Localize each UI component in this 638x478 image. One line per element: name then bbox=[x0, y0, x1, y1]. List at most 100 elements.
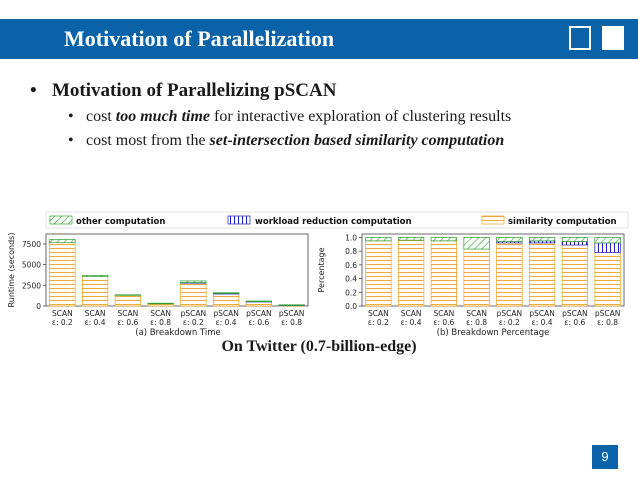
sub-bullet-1: • cost too much time for interactive expl… bbox=[68, 108, 511, 126]
y-tick-label: 0.6 bbox=[345, 261, 357, 270]
x-tick-label: SCAN bbox=[118, 309, 139, 318]
legend-label-similarity: similarity computation bbox=[508, 217, 617, 227]
x-tick-sublabel: ε: 0.2 bbox=[52, 318, 73, 327]
x-tick-label: SCAN bbox=[150, 309, 171, 318]
x-tick-label: pSCAN bbox=[595, 309, 621, 318]
bar-segment-other bbox=[49, 239, 76, 244]
y-tick-label: 0.2 bbox=[345, 288, 357, 297]
bar-segment-other bbox=[245, 300, 272, 302]
chart-legend: other computation workload reduction com… bbox=[45, 211, 629, 229]
bar-segment-similarity bbox=[180, 282, 207, 307]
bar-segment-other bbox=[398, 237, 425, 241]
x-tick-label: pSCAN bbox=[497, 309, 523, 318]
decorative-square-outline bbox=[569, 26, 591, 50]
panel-caption: (b) Breakdown Percentage bbox=[437, 328, 550, 338]
plot-frame bbox=[45, 233, 309, 307]
x-tick-label: SCAN bbox=[368, 309, 389, 318]
bar-segment-other bbox=[561, 237, 588, 242]
bar-segment-other bbox=[180, 280, 207, 283]
y-tick-label: 0 bbox=[36, 302, 41, 311]
sub-bullet-1-pre: cost bbox=[86, 108, 116, 125]
x-tick-sublabel: ε: 0.8 bbox=[281, 318, 302, 327]
x-tick-label: SCAN bbox=[401, 309, 422, 318]
breakdown-chart: other computation workload reduction com… bbox=[7, 211, 629, 338]
y-tick-label: 0.4 bbox=[345, 275, 357, 284]
bar-segment-other bbox=[430, 237, 457, 242]
x-tick-sublabel: ε: 0.2 bbox=[499, 318, 520, 327]
legend-label-workload: workload reduction computation bbox=[255, 217, 412, 227]
bullet-main: • Motivation of Parallelizing pSCAN bbox=[30, 80, 336, 102]
chart-caption: On Twitter (0.7-billion-edge) bbox=[221, 338, 417, 355]
page-number: 9 bbox=[592, 445, 618, 469]
x-tick-label: pSCAN bbox=[181, 309, 207, 318]
bar-segment-other bbox=[594, 237, 621, 244]
bar-segment-other bbox=[496, 237, 523, 242]
bar-segment-other bbox=[147, 302, 174, 305]
bar-segment-workload bbox=[561, 241, 588, 246]
bar-segment-other bbox=[365, 237, 392, 242]
bullet-dot-icon: • bbox=[30, 80, 37, 101]
x-tick-label: pSCAN bbox=[213, 309, 239, 318]
x-tick-label: SCAN bbox=[52, 309, 73, 318]
x-tick-label: SCAN bbox=[434, 309, 455, 318]
bullet-main-text: Motivation of Parallelizing pSCAN bbox=[52, 80, 337, 101]
sub-bullet-1-post: for interactive exploration of clusterin… bbox=[210, 108, 512, 125]
legend-swatch-other bbox=[49, 215, 73, 225]
y-tick-label: 0.8 bbox=[345, 247, 357, 256]
bar-segment-similarity bbox=[594, 252, 621, 307]
sub-bullet-2-emphasis: set-intersection based similarity comput… bbox=[209, 132, 505, 149]
y-axis-label: Runtime (seconds) bbox=[7, 233, 16, 308]
x-tick-sublabel: ε: 0.8 bbox=[597, 318, 618, 327]
x-tick-label: pSCAN bbox=[279, 309, 305, 318]
slide-title: Motivation of Parallelization bbox=[64, 26, 335, 51]
bar-segment-other bbox=[278, 304, 305, 306]
bar-segment-similarity bbox=[529, 242, 556, 307]
bar-segment-similarity bbox=[398, 239, 425, 307]
y-tick-label: 0.0 bbox=[345, 302, 357, 311]
bar-segment-other bbox=[463, 237, 490, 250]
bar-segment-other bbox=[213, 292, 240, 294]
bar-segment-other bbox=[114, 294, 141, 296]
x-tick-label: SCAN bbox=[85, 309, 106, 318]
legend-swatch-similarity bbox=[481, 215, 505, 225]
bar-segment-other bbox=[529, 237, 556, 242]
x-tick-sublabel: ε: 0.6 bbox=[248, 318, 269, 327]
sub-bullet-2-pre: cost most from the bbox=[86, 132, 210, 149]
x-tick-label: SCAN bbox=[466, 309, 487, 318]
bar-segment-similarity bbox=[496, 242, 523, 307]
bar-segment-similarity bbox=[82, 276, 109, 307]
bar-segment-other bbox=[82, 275, 109, 277]
x-tick-sublabel: ε: 0.4 bbox=[216, 318, 237, 327]
panel-caption: (a) Breakdown Time bbox=[135, 328, 220, 338]
x-tick-sublabel: ε: 0.6 bbox=[117, 318, 138, 327]
x-tick-sublabel: ε: 0.6 bbox=[564, 318, 585, 327]
bar-segment-similarity bbox=[213, 293, 240, 307]
plot-frame bbox=[361, 233, 625, 307]
bullet-dot-icon: • bbox=[68, 132, 74, 149]
x-tick-sublabel: ε: 0.8 bbox=[150, 318, 171, 327]
x-tick-sublabel: ε: 0.4 bbox=[532, 318, 553, 327]
decorative-square-filled bbox=[602, 26, 624, 50]
title-bar: Motivation of Parallelization bbox=[0, 19, 638, 59]
x-tick-label: pSCAN bbox=[562, 309, 588, 318]
bar-segment-similarity bbox=[365, 240, 392, 307]
bar-segment-similarity bbox=[114, 294, 141, 307]
bar-segment-similarity bbox=[463, 248, 490, 307]
bar-segment-similarity bbox=[561, 244, 588, 307]
x-tick-sublabel: ε: 0.2 bbox=[183, 318, 204, 327]
x-tick-sublabel: ε: 0.4 bbox=[85, 318, 106, 327]
bar-segment-similarity bbox=[49, 242, 76, 307]
x-tick-sublabel: ε: 0.8 bbox=[466, 318, 487, 327]
y-tick-label: 1.0 bbox=[345, 233, 357, 242]
x-tick-sublabel: ε: 0.2 bbox=[368, 318, 389, 327]
y-tick-label: 7500 bbox=[22, 240, 41, 249]
sub-bullet-2: • cost most from the set-intersection bas… bbox=[68, 132, 504, 150]
x-tick-label: pSCAN bbox=[529, 309, 555, 318]
x-tick-sublabel: ε: 0.4 bbox=[401, 318, 422, 327]
x-tick-label: pSCAN bbox=[246, 309, 272, 318]
legend-swatch-workload bbox=[227, 215, 251, 225]
bar-segment-workload bbox=[594, 242, 621, 253]
y-axis-label: Percentage bbox=[317, 247, 326, 292]
